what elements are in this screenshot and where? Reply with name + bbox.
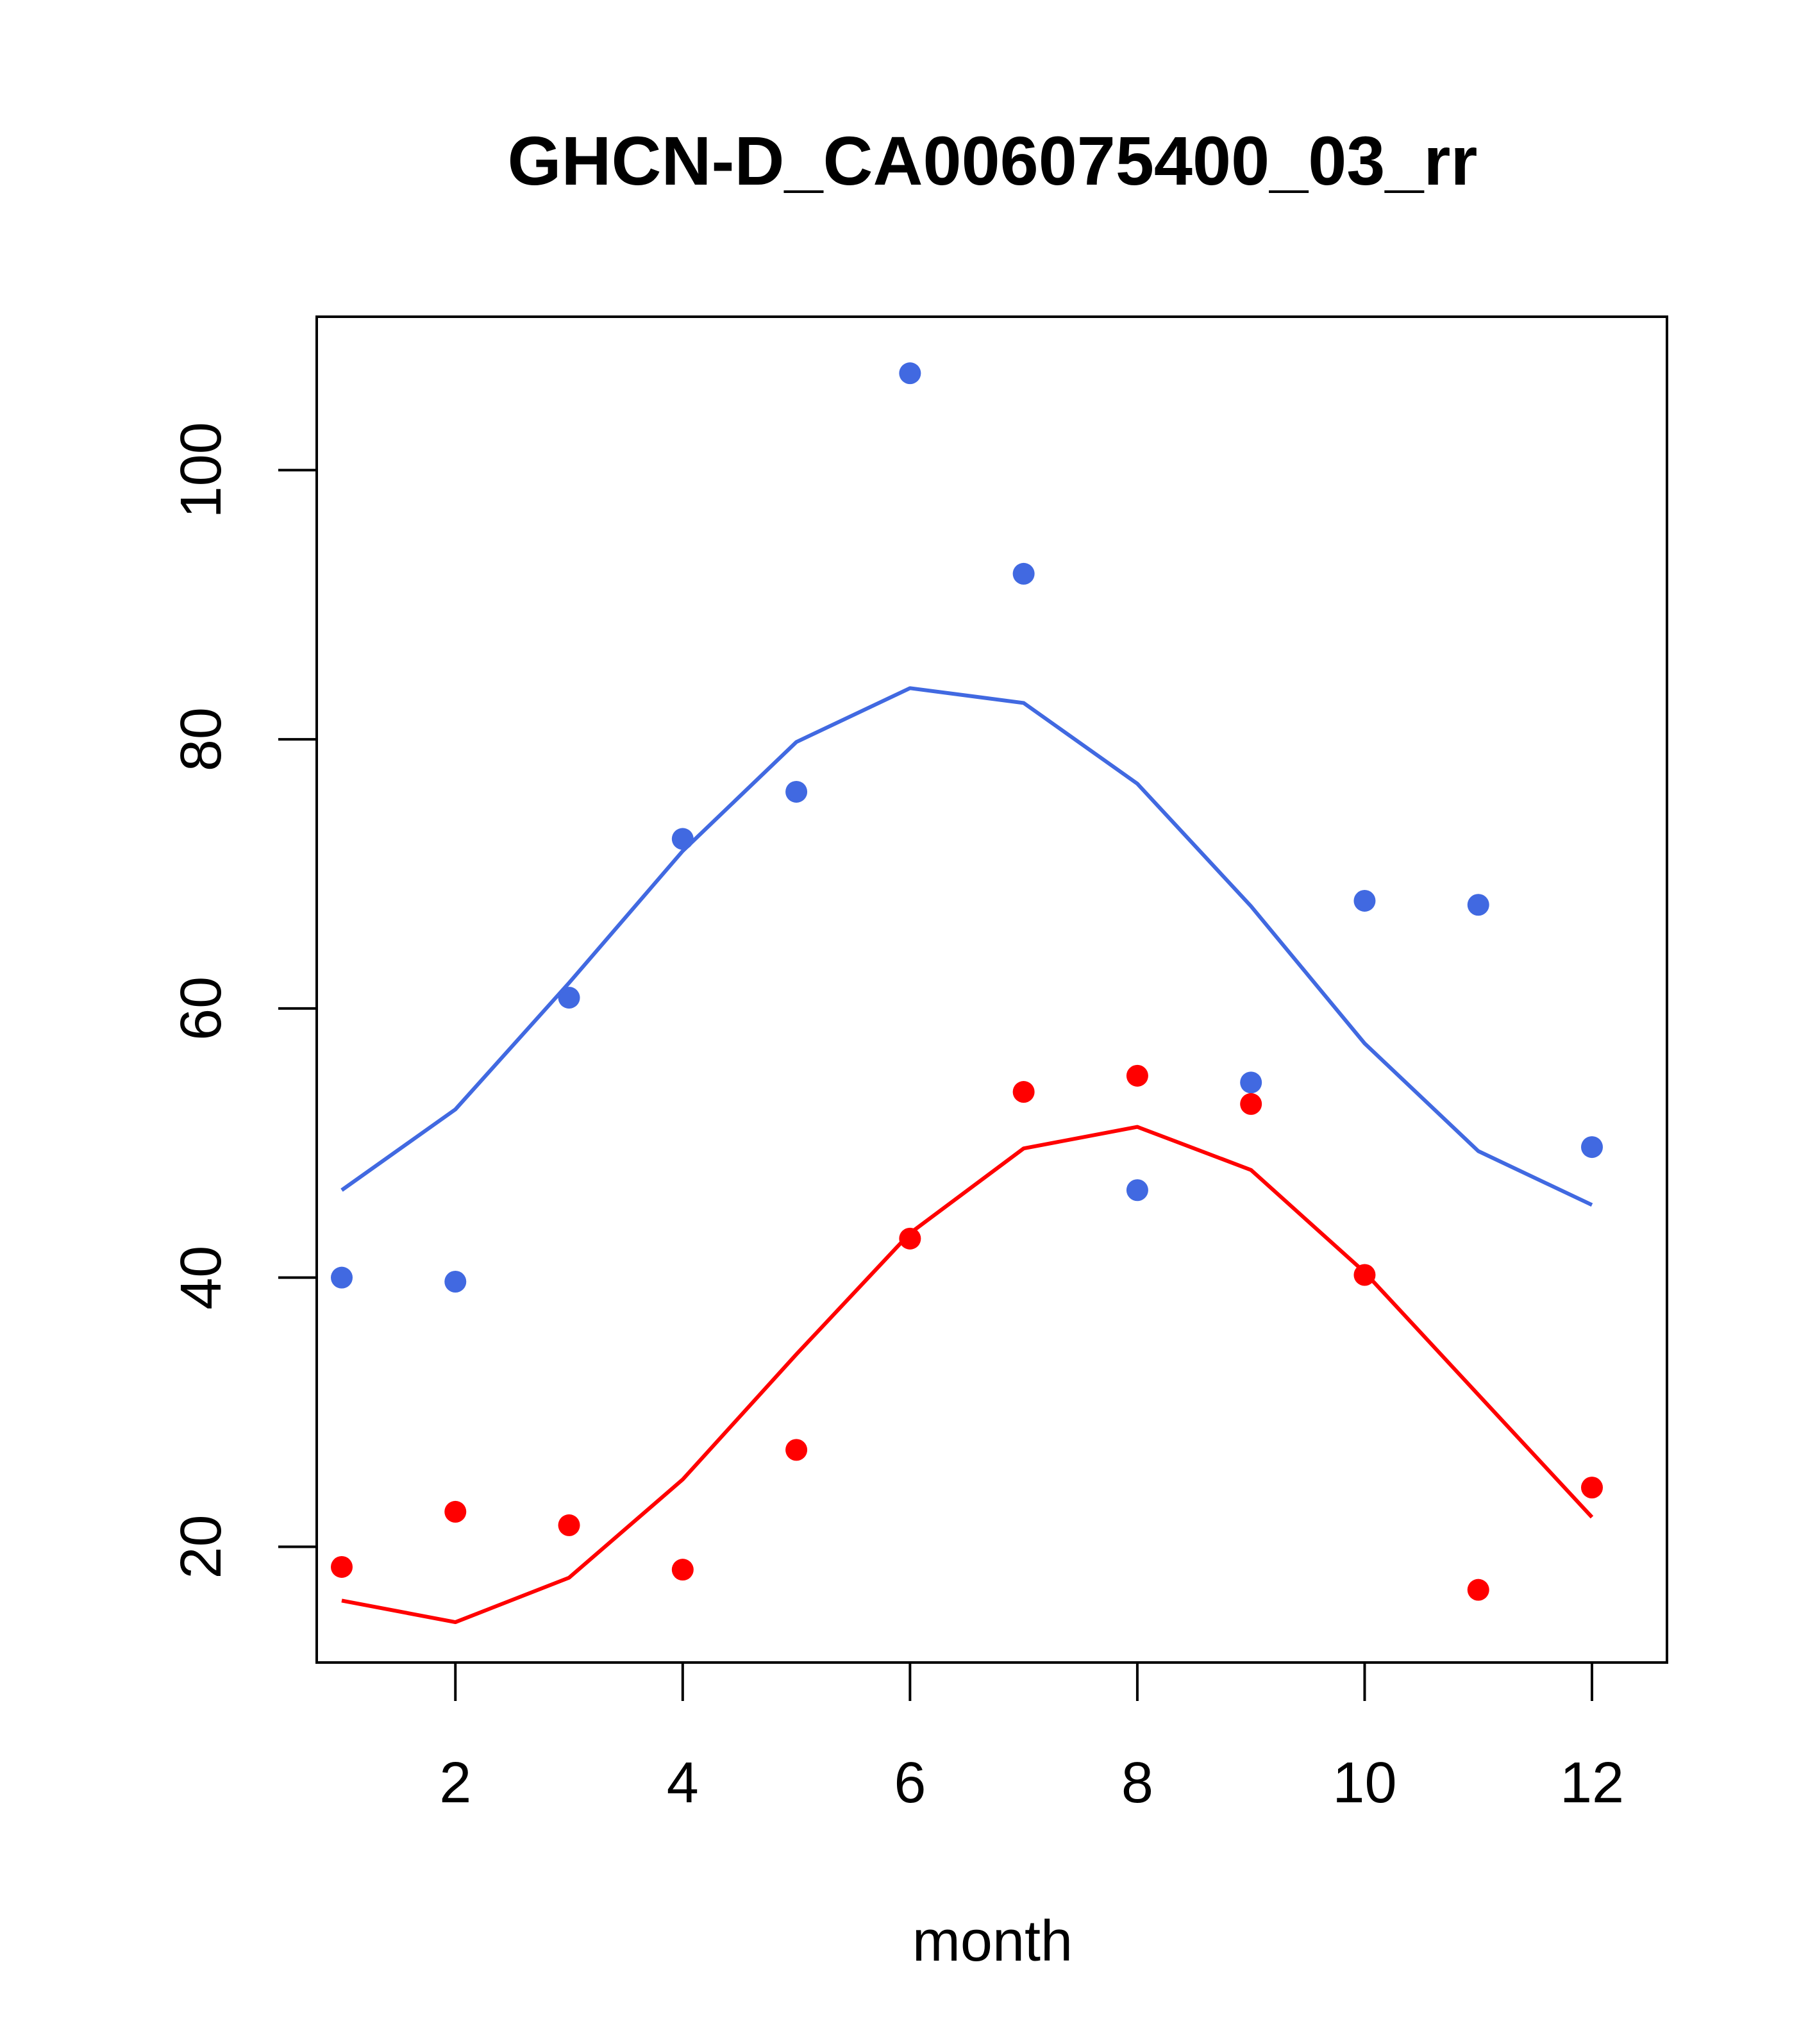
series-red-points — [331, 1064, 1603, 1601]
plot-frame — [315, 315, 1668, 1664]
point-red-points-11 — [1467, 1579, 1489, 1601]
point-red-points-8 — [1126, 1064, 1148, 1087]
series-layer — [331, 362, 1603, 1625]
point-red-points-1 — [331, 1555, 353, 1578]
point-red-points-6 — [899, 1227, 921, 1250]
line-red-fit — [341, 1125, 1594, 1625]
y-tick-label-80: 80 — [169, 707, 233, 771]
x-tick-label-6: 6 — [894, 1751, 926, 1815]
point-red-points-4 — [671, 1559, 694, 1581]
y-tick-label-60: 60 — [169, 976, 233, 1041]
point-blue-points-12 — [1581, 1136, 1603, 1159]
y-axis: 20 40 60 80 100 — [169, 422, 317, 1579]
point-blue-points-3 — [558, 987, 580, 1009]
x-axis-label: month — [912, 1909, 1073, 1973]
x-tick-label-4: 4 — [667, 1751, 699, 1815]
point-red-points-5 — [785, 1439, 808, 1461]
point-blue-points-7 — [1012, 562, 1035, 585]
y-tick-label-20: 20 — [169, 1514, 233, 1579]
point-red-points-7 — [1012, 1081, 1035, 1103]
line-blue-fit — [340, 686, 1593, 1207]
chart-title: GHCN-D_CA006075400_03_rr — [508, 122, 1478, 199]
series-red-fit — [341, 1125, 1594, 1625]
point-blue-points-5 — [785, 780, 808, 803]
point-red-points-2 — [444, 1500, 467, 1523]
point-blue-points-2 — [444, 1270, 467, 1293]
point-red-points-3 — [558, 1514, 580, 1536]
point-blue-points-11 — [1467, 894, 1489, 916]
point-red-points-9 — [1240, 1093, 1262, 1115]
point-blue-points-10 — [1353, 889, 1376, 912]
x-axis: 2 4 6 8 10 12 — [439, 1663, 1624, 1815]
point-blue-points-4 — [671, 828, 694, 850]
point-blue-points-6 — [899, 362, 921, 385]
series-blue-fit — [340, 686, 1593, 1207]
x-tick-label-12: 12 — [1560, 1751, 1624, 1815]
point-blue-points-9 — [1240, 1071, 1262, 1094]
x-tick-label-10: 10 — [1332, 1751, 1396, 1815]
x-tick-label-8: 8 — [1121, 1751, 1153, 1815]
series-blue-points — [331, 362, 1603, 1293]
point-red-points-12 — [1581, 1477, 1603, 1499]
y-tick-label-100: 100 — [169, 422, 233, 518]
point-blue-points-8 — [1126, 1179, 1148, 1202]
x-tick-label-2: 2 — [439, 1751, 471, 1815]
y-tick-label-40: 40 — [169, 1246, 233, 1310]
point-blue-points-1 — [331, 1266, 353, 1289]
